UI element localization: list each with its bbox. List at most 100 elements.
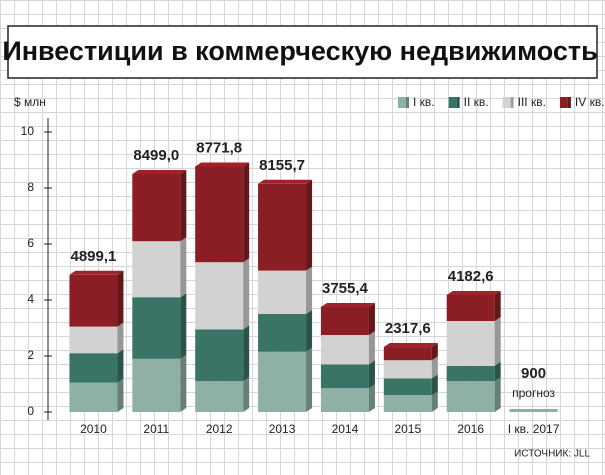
bar-side xyxy=(306,179,313,271)
bar-segment xyxy=(320,388,369,412)
legend-swatch xyxy=(502,97,511,108)
bar-top xyxy=(195,162,250,167)
bar-side xyxy=(180,293,187,359)
bar-segment xyxy=(446,321,495,366)
legend-swatch-side xyxy=(567,97,571,108)
bar-segment xyxy=(195,329,244,382)
bar-side xyxy=(494,317,501,366)
legend-label: III кв. xyxy=(518,95,546,109)
bar-segment xyxy=(258,314,307,352)
bar-top xyxy=(132,170,187,174)
bar-segment xyxy=(132,297,181,359)
chart-title: Инвестиции в коммерческую недвижимость xyxy=(2,36,597,66)
bar-side xyxy=(117,270,124,327)
x-tick-label: I кв. 2017 xyxy=(508,422,560,436)
y-tick-label: 4 xyxy=(27,292,34,306)
bar-segment xyxy=(132,358,181,412)
bar-top xyxy=(446,290,501,295)
bar-segment xyxy=(258,351,307,412)
bar-segment xyxy=(320,335,369,365)
bar-top xyxy=(258,179,313,184)
bar-segment xyxy=(320,364,369,389)
bar-side xyxy=(243,377,250,412)
legend-swatch xyxy=(559,97,568,108)
bar-segment xyxy=(446,294,495,321)
forecast-bar xyxy=(509,409,558,412)
bar-segment xyxy=(69,382,118,412)
bar-segment xyxy=(195,166,244,263)
x-tick-label: 2013 xyxy=(269,422,296,436)
y-tick-label: 10 xyxy=(21,124,35,138)
x-tick-label: 2016 xyxy=(457,422,484,436)
y-tick-label: 8 xyxy=(27,180,34,194)
legend-swatch-side xyxy=(456,97,460,108)
x-tick-label: 2015 xyxy=(394,422,421,436)
total-label: 900 xyxy=(521,365,546,382)
bar-side xyxy=(306,310,313,352)
bar-segment xyxy=(195,262,244,330)
total-label: 4182,6 xyxy=(448,268,494,285)
title-box xyxy=(7,25,598,79)
bar-segment xyxy=(69,274,118,327)
total-label: 8155,7 xyxy=(259,157,305,174)
annotation: прогноз xyxy=(512,386,555,400)
bar-side xyxy=(306,347,313,412)
bar-segment xyxy=(383,378,432,396)
source: ИСТОЧНИК: JLL xyxy=(514,449,590,460)
legend-label: I кв. xyxy=(413,95,435,109)
total-label: 2317,6 xyxy=(385,320,431,337)
bar-side xyxy=(117,349,124,383)
bar-segment xyxy=(320,307,369,335)
bar-side xyxy=(431,343,438,361)
bar-segment xyxy=(383,360,432,379)
bar-side xyxy=(494,361,501,382)
bar-top xyxy=(383,343,438,348)
bar-top xyxy=(69,270,124,275)
bar-segment xyxy=(383,347,432,361)
bar-segment xyxy=(446,365,495,382)
bar-side xyxy=(243,325,250,382)
bar-segment xyxy=(195,381,244,412)
x-tick-label: 2010 xyxy=(80,422,107,436)
x-tick-label: 2011 xyxy=(143,422,169,436)
bar-side xyxy=(117,322,124,354)
bar-side xyxy=(494,290,501,321)
bar-side xyxy=(117,378,124,412)
total-label: 8771,8 xyxy=(196,139,242,156)
bar-segment xyxy=(132,174,181,242)
bar-side xyxy=(494,377,501,412)
y-tick-label: 0 xyxy=(27,404,34,418)
bar-side xyxy=(180,170,187,242)
bar-segment xyxy=(258,183,307,271)
bar-segment xyxy=(69,326,118,354)
bar-segment xyxy=(446,381,495,412)
bar-segment xyxy=(69,353,118,383)
bar-segment xyxy=(383,395,432,412)
y-tick-label: 2 xyxy=(27,348,34,362)
x-tick-label: 2014 xyxy=(332,422,359,436)
bar-side xyxy=(180,354,187,412)
legend-swatch-side xyxy=(510,97,514,108)
bar-side xyxy=(243,258,250,330)
bar-side xyxy=(306,266,313,314)
total-label: 4899,1 xyxy=(70,248,116,265)
legend-label: IV кв. xyxy=(575,95,605,109)
bar-side xyxy=(368,384,375,412)
total-label: 8499,0 xyxy=(133,147,179,164)
bar-side xyxy=(431,374,438,396)
bar-side xyxy=(368,360,375,389)
legend-swatch xyxy=(398,97,406,108)
bar-top xyxy=(320,303,375,307)
bar-side xyxy=(180,237,187,298)
bar-side xyxy=(368,331,375,365)
legend-swatch xyxy=(448,97,457,108)
bar-segment xyxy=(132,241,181,298)
y-axis-label: $ млн xyxy=(14,95,46,109)
bar-side xyxy=(368,303,375,335)
y-tick-label: 6 xyxy=(27,236,34,250)
bar-side xyxy=(431,391,438,412)
bar-side xyxy=(431,356,438,379)
bar-segment xyxy=(258,270,307,314)
